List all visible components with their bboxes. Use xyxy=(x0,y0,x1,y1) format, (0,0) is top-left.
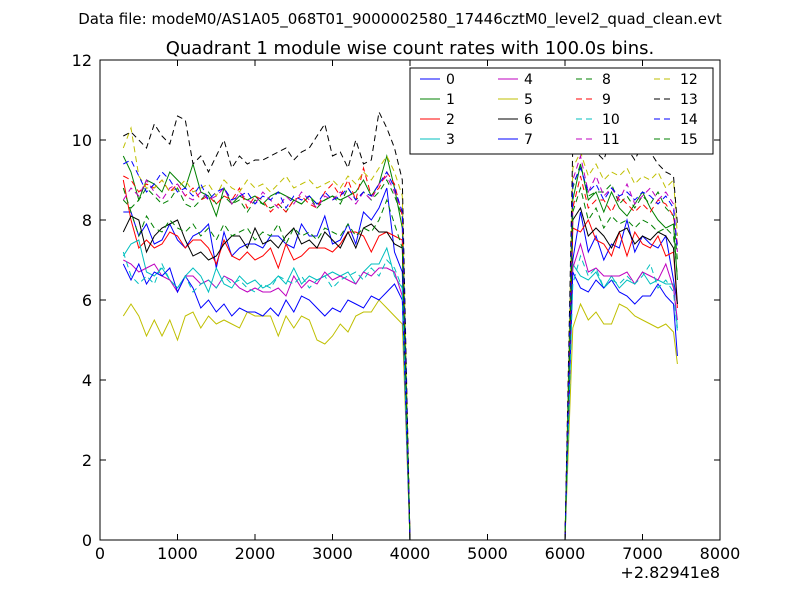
series-line-4 xyxy=(123,242,678,540)
x-tick-label: 2000 xyxy=(235,544,276,563)
series-line-3 xyxy=(122,239,678,540)
legend-label-14: 14 xyxy=(680,112,698,128)
y-tick-label: 10 xyxy=(72,131,92,150)
series-line-10 xyxy=(122,251,678,540)
y-tick-label: 4 xyxy=(82,371,92,390)
x-tick-label: 7000 xyxy=(622,544,663,563)
legend-label-0: 0 xyxy=(446,72,455,88)
series-line-0 xyxy=(123,187,678,540)
legend-label-12: 12 xyxy=(680,72,698,88)
series-line-13 xyxy=(123,110,678,540)
axis-ticks: 0 1000 2000 3000 4000 5000 6000 7000 80000246810… xyxy=(72,51,741,563)
legend-label-1: 1 xyxy=(446,92,455,108)
series-line-11 xyxy=(122,154,678,540)
y-tick-label: 8 xyxy=(82,211,92,230)
legend-label-7: 7 xyxy=(524,132,533,148)
legend-label-10: 10 xyxy=(602,112,620,128)
y-tick-label: 2 xyxy=(82,451,92,470)
x-tick-label: 6000 xyxy=(545,544,586,563)
legend-label-13: 13 xyxy=(680,92,698,108)
suptitle: Data file: modeM0/AS1A05_068T01_90000025… xyxy=(78,10,722,29)
series-line-9 xyxy=(123,166,678,540)
series-line-15 xyxy=(122,186,678,540)
series-line-7 xyxy=(122,262,678,540)
legend-label-6: 6 xyxy=(524,112,533,128)
x-tick-label: 1000 xyxy=(157,544,198,563)
legend-label-15: 15 xyxy=(680,132,698,148)
x-tick-label: 8000 xyxy=(700,544,741,563)
x-tick-label: 3000 xyxy=(312,544,353,563)
legend-label-9: 9 xyxy=(602,92,611,108)
legend-label-2: 2 xyxy=(446,112,455,128)
x-tick-label: 4000 xyxy=(390,544,431,563)
legend-label-4: 4 xyxy=(524,72,533,88)
series-line-8 xyxy=(122,162,678,540)
x-tick-label: 0 xyxy=(95,544,105,563)
legend-label-5: 5 xyxy=(524,92,533,108)
y-tick-label: 6 xyxy=(82,291,92,310)
series-line-12 xyxy=(122,126,678,540)
series-line-1 xyxy=(122,154,678,540)
x-tick-label: 5000 xyxy=(467,544,508,563)
legend-label-11: 11 xyxy=(602,132,620,148)
x-offset-label: +2.82941e8 xyxy=(620,563,720,582)
y-tick-label: 12 xyxy=(72,51,92,70)
legend-label-3: 3 xyxy=(446,132,455,148)
y-tick-label: 0 xyxy=(82,531,92,550)
series-line-6 xyxy=(122,206,678,540)
series-line-2 xyxy=(122,179,678,540)
series-line-5 xyxy=(122,299,678,540)
legend-label-8: 8 xyxy=(602,72,611,88)
legend-box xyxy=(409,67,714,155)
series-layer xyxy=(122,110,678,540)
chart-title: Quadrant 1 module wise count rates with … xyxy=(166,38,655,59)
series-line-14 xyxy=(123,159,678,540)
